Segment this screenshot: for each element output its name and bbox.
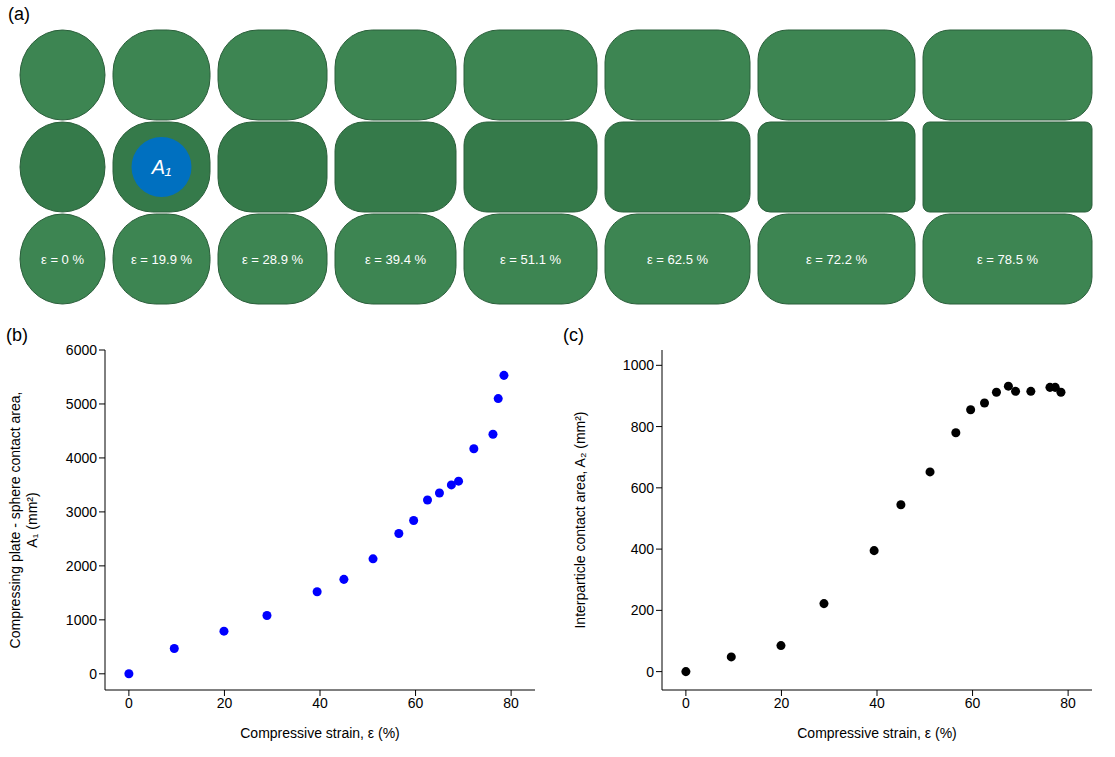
svg-text:5000: 5000 [66,396,97,412]
svg-text:0: 0 [89,666,97,682]
svg-text:40: 40 [869,695,885,711]
svg-text:ε = 19.9 %: ε = 19.9 % [131,252,193,267]
svg-text:2000: 2000 [66,558,97,574]
svg-text:80: 80 [1060,695,1076,711]
svg-text:20: 20 [774,695,790,711]
html-text:(c): (c) [563,325,584,345]
svg-text:3000: 3000 [66,504,97,520]
svg-text:ε = 78.5 %: ε = 78.5 % [977,252,1039,267]
svg-text:800: 800 [631,419,655,435]
svg-text:ε = 28.9 %: ε = 28.9 % [242,252,304,267]
svg-text:6000: 6000 [66,342,97,358]
svg-text:60: 60 [965,695,981,711]
svg-text:0: 0 [682,695,690,711]
svg-text:80: 80 [503,695,519,711]
svg-text:0: 0 [125,695,133,711]
svg-text:ε = 51.1 %: ε = 51.1 % [500,252,562,267]
svg-text:1000: 1000 [66,612,97,628]
svg-text:A₁: A₁ [151,156,172,178]
svg-text:(a): (a) [8,4,30,24]
svg-text:Compressive strain, ε (%): Compressive strain, ε (%) [240,725,400,741]
svg-text:ε = 62.5 %: ε = 62.5 % [647,252,709,267]
html-text:(b): (b) [6,325,28,345]
svg-text:200: 200 [631,602,655,618]
svg-text:400: 400 [631,541,655,557]
svg-text:1000: 1000 [623,357,654,373]
svg-text:20: 20 [217,695,233,711]
svg-text:ε = 39.4 %: ε = 39.4 % [365,252,427,267]
svg-text:40: 40 [312,695,328,711]
svg-text:600: 600 [631,480,655,496]
svg-text:Compressing plate - sphere con: Compressing plate - sphere contact area,… [7,392,40,649]
svg-text:60: 60 [408,695,424,711]
svg-text:4000: 4000 [66,450,97,466]
svg-text:ε = 72.2 %: ε = 72.2 % [806,252,868,267]
svg-text:Compressive strain, ε (%): Compressive strain, ε (%) [797,725,957,741]
svg-text:Interparticle contact area, A₂: Interparticle contact area, A₂ (mm²) [572,411,588,628]
svg-text:ε = 0 %: ε = 0 % [41,252,84,267]
svg-text:0: 0 [646,664,654,680]
